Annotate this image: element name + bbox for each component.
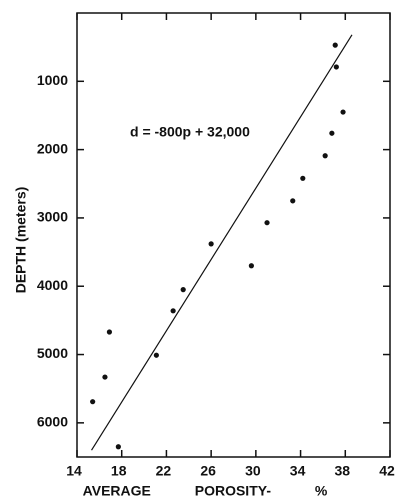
y-tick-label: 5000: [37, 345, 68, 361]
x-tick-label: 34: [290, 463, 306, 479]
x-tick-label: 38: [334, 463, 350, 479]
annotation: d = -800p + 32,000: [130, 124, 250, 140]
data-point: [248, 263, 254, 269]
data-point: [90, 399, 96, 405]
y-tick-label: 2000: [37, 140, 68, 156]
y-tick-label: 3000: [37, 209, 68, 225]
data-point: [106, 329, 113, 335]
data-point: [153, 352, 159, 358]
y-tick-label: 4000: [37, 277, 68, 293]
data-point: [333, 64, 339, 70]
data-point: [322, 153, 328, 159]
data-point: [115, 444, 121, 450]
data-point: [290, 198, 296, 204]
x-tick-label: 30: [245, 463, 261, 479]
data-point: [102, 374, 108, 380]
data-point: [300, 175, 306, 181]
y-axis-label: DEPTH (meters): [13, 187, 29, 294]
x-tick-label: 14: [66, 463, 82, 479]
data-point: [264, 220, 270, 226]
data-point: [208, 241, 214, 247]
data-point: [332, 42, 338, 48]
x-axis-label: AVERAGE POROSITY- %: [83, 483, 328, 499]
x-tick-label: 42: [379, 463, 395, 479]
data-point: [170, 308, 176, 314]
fit-line: [91, 34, 353, 451]
x-tick-label: 26: [200, 463, 216, 479]
x-tick-label: 18: [111, 463, 127, 479]
y-tick-label: 6000: [37, 414, 68, 430]
data-point: [180, 287, 186, 293]
x-tick-label: 22: [156, 463, 172, 479]
plot-frame: [76, 12, 391, 458]
data-point: [329, 130, 335, 136]
data-point: [340, 109, 346, 115]
y-tick-label: 1000: [37, 72, 68, 88]
